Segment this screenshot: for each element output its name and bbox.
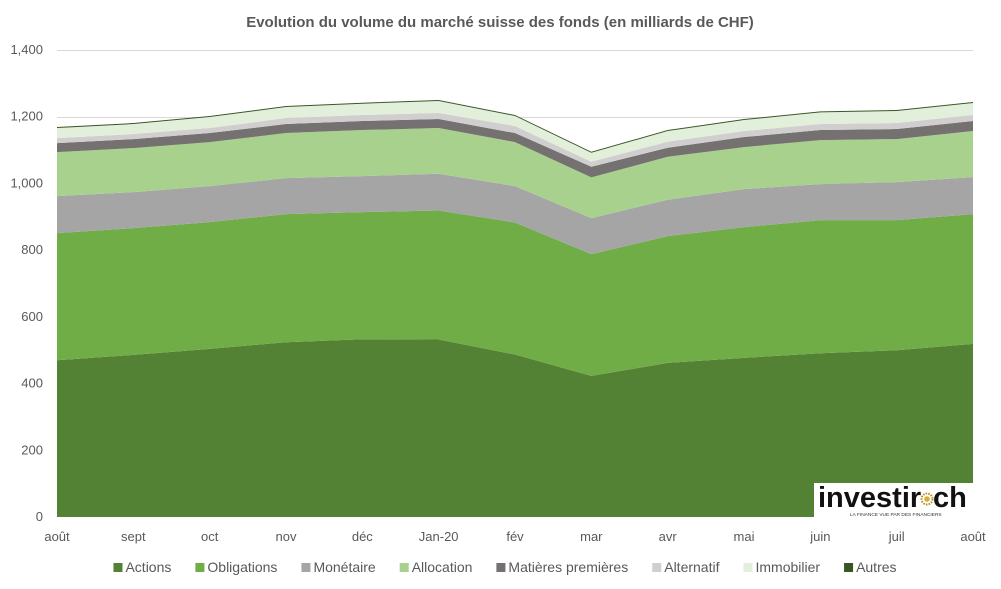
x-tick-label: sept — [121, 529, 146, 544]
legend-marker — [496, 563, 506, 572]
y-tick-label: 400 — [21, 376, 43, 391]
x-axis: août sept oct nov déc Jan-20 fév mar avr mai juin j… — [44, 529, 986, 544]
legend: Actions Obligations Monétaire Allocation Mat… — [113, 559, 897, 575]
area-actions — [57, 339, 973, 517]
legend-marker — [301, 563, 311, 572]
area-monetaire — [57, 173, 973, 255]
legend-item-actions: Actions — [113, 559, 171, 575]
x-tick-label: nov — [276, 529, 297, 544]
x-tick-label: mai — [734, 529, 755, 544]
legend-label: Autres — [856, 559, 896, 575]
legend-item-matieres-premieres: Matières premières — [496, 559, 628, 575]
x-tick-label: avr — [659, 529, 678, 544]
area-immobilier — [57, 101, 973, 162]
legend-marker — [844, 563, 854, 572]
legend-label: Immobilier — [755, 559, 820, 575]
x-tick-label: août — [960, 529, 986, 544]
series-areas — [57, 100, 973, 517]
legend-label: Monétaire — [313, 559, 375, 575]
legend-marker — [113, 563, 123, 572]
legend-label: Actions — [125, 559, 171, 575]
x-tick-label: mar — [580, 529, 603, 544]
logo-background — [814, 483, 976, 518]
sun-icon — [920, 492, 934, 506]
legend-label: Obligations — [207, 559, 277, 575]
x-tick-label: déc — [352, 529, 373, 544]
area-obligations — [57, 210, 973, 376]
x-tick-label: Jan-20 — [419, 529, 459, 544]
legend-item-allocation: Allocation — [399, 559, 473, 575]
investir-logo: investir ch LA FINANCE VUE PAR DES FINAN… — [814, 482, 976, 518]
y-tick-label: 1,400 — [10, 42, 43, 57]
legend-label: Allocation — [412, 559, 473, 575]
legend-label: Matières premières — [508, 559, 628, 575]
y-tick-label: 1,000 — [10, 175, 43, 190]
legend-item-immobilier: Immobilier — [743, 559, 820, 575]
legend-marker — [195, 563, 205, 572]
y-tick-label: 600 — [21, 309, 43, 324]
legend-marker — [399, 563, 409, 572]
logo-text-right: ch — [933, 482, 967, 514]
legend-item-autres: Autres — [844, 559, 897, 575]
x-tick-label: août — [44, 529, 70, 544]
legend-item-obligations: Obligations — [195, 559, 277, 575]
x-tick-label: oct — [201, 529, 219, 544]
legend-item-monetaire: Monétaire — [301, 559, 376, 575]
y-tick-label: 0 — [36, 509, 43, 524]
x-tick-label: juin — [809, 529, 830, 544]
legend-label: Alternatif — [664, 559, 719, 575]
y-tick-label: 800 — [21, 242, 43, 257]
legend-marker — [652, 563, 662, 572]
y-tick-label: 200 — [21, 442, 43, 457]
x-tick-label: juil — [888, 529, 905, 544]
legend-item-alternatif: Alternatif — [652, 559, 720, 575]
y-tick-label: 1,200 — [10, 109, 43, 124]
x-tick-label: fév — [506, 529, 524, 544]
y-axis: 0 200 400 600 800 1,000 1,200 1,400 — [10, 42, 43, 524]
legend-marker — [743, 563, 753, 572]
logo-text-left: investir — [818, 482, 921, 514]
chart-title: Evolution du volume du marché suisse des… — [246, 14, 754, 31]
area-allocation — [57, 128, 973, 219]
logo-tagline: LA FINANCE VUE PAR DES FINANCIERS — [850, 512, 942, 518]
